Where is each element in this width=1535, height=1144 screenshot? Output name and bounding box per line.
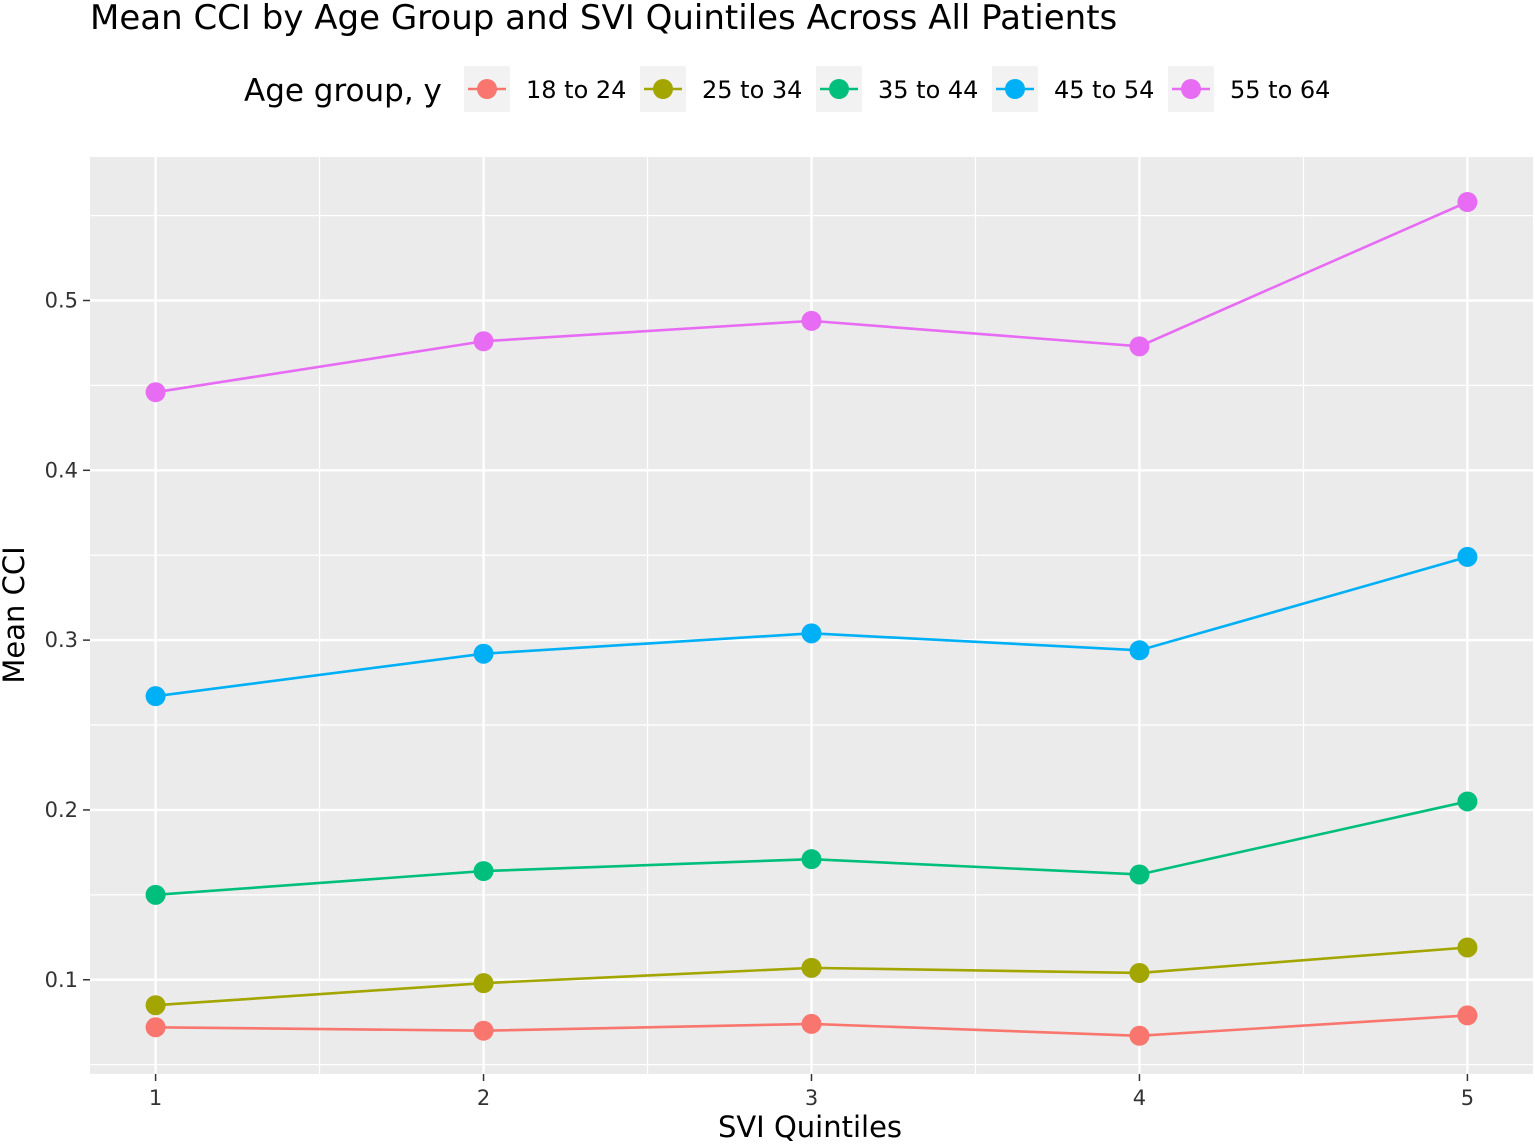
legend-label: 25 to 34	[702, 76, 802, 104]
legend-label: 45 to 54	[1054, 76, 1154, 104]
y-tick-label: 0.4	[45, 458, 78, 482]
data-point	[1457, 192, 1478, 213]
data-point	[1129, 336, 1150, 357]
x-tick-label: 2	[477, 1086, 490, 1110]
data-point	[1457, 546, 1478, 567]
grid-major	[90, 157, 1533, 1074]
y-tick-label: 0.3	[45, 628, 78, 652]
data-point	[1129, 962, 1150, 983]
legend-label: 55 to 64	[1230, 76, 1330, 104]
data-point	[145, 686, 166, 707]
x-axis-title: SVI Quintiles	[718, 1110, 902, 1144]
data-point	[1457, 791, 1478, 812]
legend-item: 25 to 34	[640, 66, 802, 112]
series-layer	[145, 192, 1478, 1046]
legend-item: 18 to 24	[464, 66, 626, 112]
x-tick-label: 1	[149, 1086, 162, 1110]
y-tick-label: 0.2	[45, 798, 78, 822]
data-point	[801, 310, 822, 331]
y-tick-label: 0.5	[45, 288, 78, 312]
data-point	[473, 973, 494, 994]
legend-label: 35 to 44	[878, 76, 978, 104]
data-point	[473, 643, 494, 664]
data-point	[1129, 640, 1150, 661]
legend-item: 35 to 44	[816, 66, 978, 112]
data-point	[145, 995, 166, 1016]
data-point	[801, 957, 822, 978]
legend-item: 55 to 64	[1168, 66, 1330, 112]
data-point	[1457, 1005, 1478, 1026]
data-point	[145, 382, 166, 403]
series-55-to-64	[145, 192, 1478, 403]
data-point	[1457, 937, 1478, 958]
y-axis-title: Mean CCI	[0, 546, 31, 683]
x-tick-label: 4	[1133, 1086, 1146, 1110]
series-35-to-44	[145, 791, 1478, 905]
data-point	[473, 1020, 494, 1041]
legend-key-point	[1005, 79, 1025, 99]
chart-title: Mean CCI by Age Group and SVI Quintiles …	[90, 0, 1117, 38]
legend-title: Age group, y	[244, 73, 442, 109]
series-25-to-34	[145, 937, 1478, 1016]
legend: Age group, y 18 to 24 25 to 34 35 to 44 45 …	[244, 66, 1330, 112]
data-point	[1129, 1025, 1150, 1046]
legend-item: 45 to 54	[992, 66, 1154, 112]
data-point	[473, 331, 494, 352]
series-18-to-24	[145, 1005, 1478, 1046]
x-tick-label: 5	[1461, 1086, 1474, 1110]
series-45-to-54	[145, 546, 1478, 707]
data-point	[1129, 864, 1150, 885]
legend-key-point	[477, 79, 497, 99]
legend-key-point	[829, 79, 849, 99]
y-tick-label: 0.1	[45, 968, 78, 992]
legend-key-point	[1181, 79, 1201, 99]
data-point	[801, 849, 822, 870]
legend-label: 18 to 24	[526, 76, 626, 104]
data-point	[801, 1013, 822, 1034]
x-tick-label: 3	[805, 1086, 818, 1110]
data-point	[145, 884, 166, 905]
data-point	[145, 1017, 166, 1038]
data-point	[473, 861, 494, 882]
axes: 1 2 3 4 5 0.1 0.2 0.3 0.4 0.5	[45, 288, 1475, 1110]
data-point	[801, 623, 822, 644]
legend-key-point	[653, 79, 673, 99]
